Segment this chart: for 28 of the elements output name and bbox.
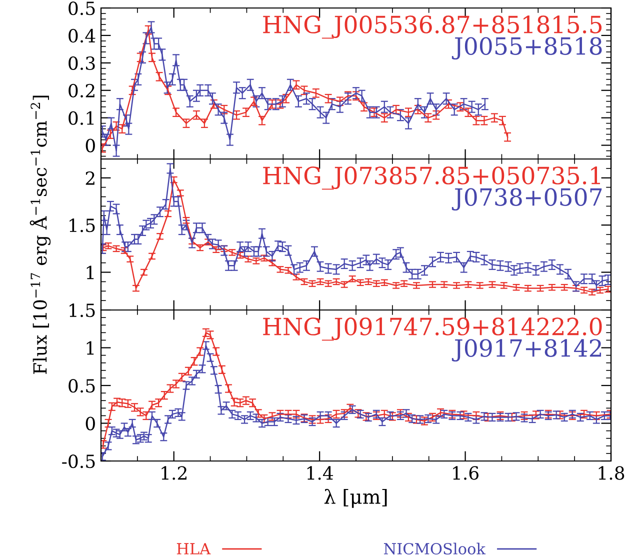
- annotation: HNG_J091747.59+814222.0: [263, 318, 602, 341]
- annotation: HNG_J073857.85+050735.1: [263, 166, 600, 190]
- legend-label: NICMOSlook: [384, 542, 486, 555]
- x-axis-title: λ [μm]: [324, 488, 387, 508]
- y-tick-label: 0.5: [68, 378, 95, 393]
- legend-label: HLA: [176, 543, 211, 554]
- y-tick-label: 0: [86, 138, 95, 152]
- x-tick-label: 1.6: [453, 466, 479, 480]
- text: Flux [10$^{−17}$ erg Å$^{−1}$sec$^{−1}$cm$^{−2}$]: [30, 96, 51, 374]
- y-tick-label: 1: [86, 266, 94, 280]
- y-tick-label: 1.5: [70, 218, 95, 232]
- annotation: J0055+8518: [452, 37, 602, 60]
- y-tick-label: 0.4: [68, 28, 96, 43]
- y-tick-label: 0: [86, 416, 95, 430]
- y-tick-label: 1: [86, 341, 94, 355]
- y-tick-label: 0.1: [68, 111, 94, 125]
- y-tick-label: 0.3: [68, 56, 95, 70]
- x-tick-label: 1.8: [598, 466, 624, 480]
- annotation: J0738+0507: [452, 188, 602, 211]
- annotation: J0917+8142: [452, 339, 602, 362]
- y-tick-label: 2: [86, 171, 94, 185]
- y-tick-label: -0.5: [62, 454, 95, 468]
- y-tick-label: 0.5: [68, 1, 95, 16]
- y-tick-label: 0.2: [68, 84, 94, 98]
- x-tick-label: 1.2: [162, 466, 186, 480]
- y-tick-label: 1.5: [70, 303, 95, 318]
- annotation: HNG_J005536.87+851815.5: [263, 16, 602, 39]
- x-tick-label: 1.4: [307, 466, 334, 480]
